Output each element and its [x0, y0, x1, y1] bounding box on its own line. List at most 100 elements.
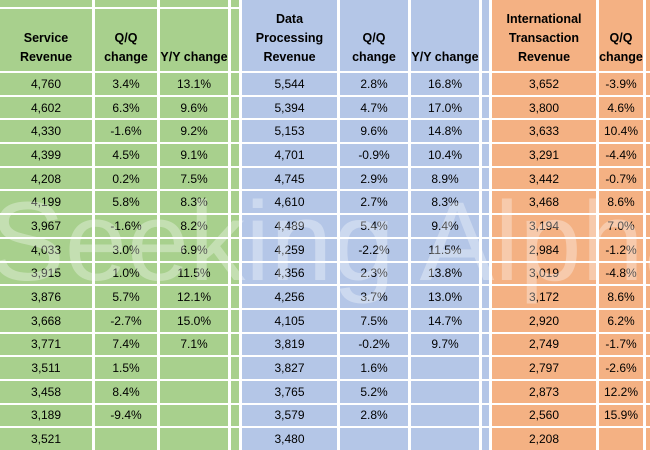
table-cell-r1-c3: 13.1%: [160, 73, 228, 95]
spacer-cell: [482, 120, 489, 143]
table-cell-r2-c4: 5,394: [242, 96, 337, 119]
table-cell-r10-c4: 4,256: [242, 286, 337, 308]
table-cell-r1-c6: 16.8%: [411, 73, 479, 95]
table-cell-r5-c7: 3,442: [492, 167, 596, 190]
table-cell-r3-c1: 4,330: [0, 120, 92, 143]
table-cell-r8-c8: -1.2%: [599, 238, 643, 261]
table-cell-r9-c2: 1.0%: [95, 262, 157, 285]
table-cell-r7-c8: 7.0%: [599, 215, 643, 237]
table-cell-r5-c6: 8.9%: [411, 167, 479, 190]
table-cell-r9-c6: 13.8%: [411, 262, 479, 285]
table-cell-r6-c1: 4,199: [0, 191, 92, 214]
table-cell-r4-c2: 4.5%: [95, 144, 157, 166]
table-cell-r15-c8: 15.9%: [599, 404, 643, 427]
spacer-cell: [231, 404, 239, 427]
table-cell-r13-c2: 1.5%: [95, 357, 157, 379]
spacer-cell: [482, 73, 489, 95]
table-cell-r1-c2: 3.4%: [95, 73, 157, 95]
table-cell-r10-c6: 13.0%: [411, 286, 479, 308]
table-cell-r5-c4: 4,745: [242, 167, 337, 190]
table-cell-r6-c2: 5.8%: [95, 191, 157, 214]
table-cell-r1-c1: 4,760: [0, 73, 92, 95]
table-cell-r4-c7: 3,291: [492, 144, 596, 166]
table-cell-r6-c3: 8.3%: [160, 191, 228, 214]
spacer-cell: [231, 286, 239, 308]
table-cell-r16-c2: [95, 428, 157, 450]
table-cell-r11-c6: 14.7%: [411, 309, 479, 332]
spacer-cell: [646, 191, 650, 214]
table-cell-r7-c3: 8.2%: [160, 215, 228, 237]
spacer-cell: [231, 238, 239, 261]
table-cell-r12-c2: 7.4%: [95, 333, 157, 356]
spacer-cell: [482, 144, 489, 166]
table-cell-r5-c8: -0.7%: [599, 167, 643, 190]
spacer-cell: [231, 144, 239, 166]
table-cell-r12-c7: 2,749: [492, 333, 596, 356]
spacer-cell: [482, 191, 489, 214]
table-cell-r8-c7: 2,984: [492, 238, 596, 261]
table-cell-r16-c4: 3,480: [242, 428, 337, 450]
table-cell-r4-c3: 9.1%: [160, 144, 228, 166]
table-cell-r12-c4: 3,819: [242, 333, 337, 356]
spacer-cell: [482, 0, 489, 71]
table-cell-r14-c8: 12.2%: [599, 380, 643, 403]
table-cell-r15-c6: [411, 404, 479, 427]
table-cell-r9-c5: 2.3%: [340, 262, 408, 285]
spacer-cell: [482, 215, 489, 237]
table-cell-r8-c2: 3.0%: [95, 238, 157, 261]
table-cell-r4-c5: -0.9%: [340, 144, 408, 166]
header-service-revenue: Service Revenue: [0, 0, 92, 71]
table-cell-r8-c3: 6.9%: [160, 238, 228, 261]
table-cell-r6-c5: 2.7%: [340, 191, 408, 214]
spacer-cell: [646, 428, 650, 450]
spacer-cell: [231, 0, 239, 71]
table-cell-r10-c7: 3,172: [492, 286, 596, 308]
table-cell-r3-c4: 5,153: [242, 120, 337, 143]
table-cell-r10-c5: 3.7%: [340, 286, 408, 308]
spacer-cell: [646, 333, 650, 356]
table-cell-r2-c8: 4.6%: [599, 96, 643, 119]
spacer-cell: [646, 286, 650, 308]
table-cell-r16-c6: [411, 428, 479, 450]
table-cell-r13-c3: [160, 357, 228, 379]
table-cell-r8-c1: 4,033: [0, 238, 92, 261]
spacer-cell: [482, 380, 489, 403]
spacer-cell: [646, 262, 650, 285]
table-cell-r14-c3: [160, 380, 228, 403]
table-cell-r14-c7: 2,873: [492, 380, 596, 403]
table-cell-r2-c5: 4.7%: [340, 96, 408, 119]
spacer-cell: [482, 167, 489, 190]
table-cell-r5-c5: 2.9%: [340, 167, 408, 190]
spacer-cell: [646, 144, 650, 166]
table-cell-r5-c2: 0.2%: [95, 167, 157, 190]
table-cell-r9-c3: 11.5%: [160, 262, 228, 285]
spacer-cell: [646, 215, 650, 237]
table-cell-r12-c5: -0.2%: [340, 333, 408, 356]
table-cell-r7-c4: 4,489: [242, 215, 337, 237]
table-cell-r9-c4: 4,356: [242, 262, 337, 285]
spacer-cell: [231, 191, 239, 214]
table-cell-r8-c6: 11.5%: [411, 238, 479, 261]
table-cell-r11-c5: 7.5%: [340, 309, 408, 332]
table-cell-r5-c1: 4,208: [0, 167, 92, 190]
table-cell-r14-c5: 5.2%: [340, 380, 408, 403]
table-cell-r4-c8: -4.4%: [599, 144, 643, 166]
table-cell-r15-c1: 3,189: [0, 404, 92, 427]
table-cell-r15-c4: 3,579: [242, 404, 337, 427]
table-cell-r11-c3: 15.0%: [160, 309, 228, 332]
table-cell-r14-c4: 3,765: [242, 380, 337, 403]
spacer-cell: [231, 262, 239, 285]
table-cell-r13-c6: [411, 357, 479, 379]
table-cell-r13-c7: 2,797: [492, 357, 596, 379]
table-cell-r8-c4: 4,259: [242, 238, 337, 261]
spacer-cell: [646, 309, 650, 332]
spacer-cell: [231, 215, 239, 237]
table-cell-r2-c6: 17.0%: [411, 96, 479, 119]
table-cell-r3-c8: 10.4%: [599, 120, 643, 143]
spacer-cell: [231, 333, 239, 356]
spacer-cell: [646, 73, 650, 95]
header-qq-change-data-processing: Q/Q change: [340, 0, 408, 71]
table-cell-r13-c1: 3,511: [0, 357, 92, 379]
spacer-cell: [231, 309, 239, 332]
